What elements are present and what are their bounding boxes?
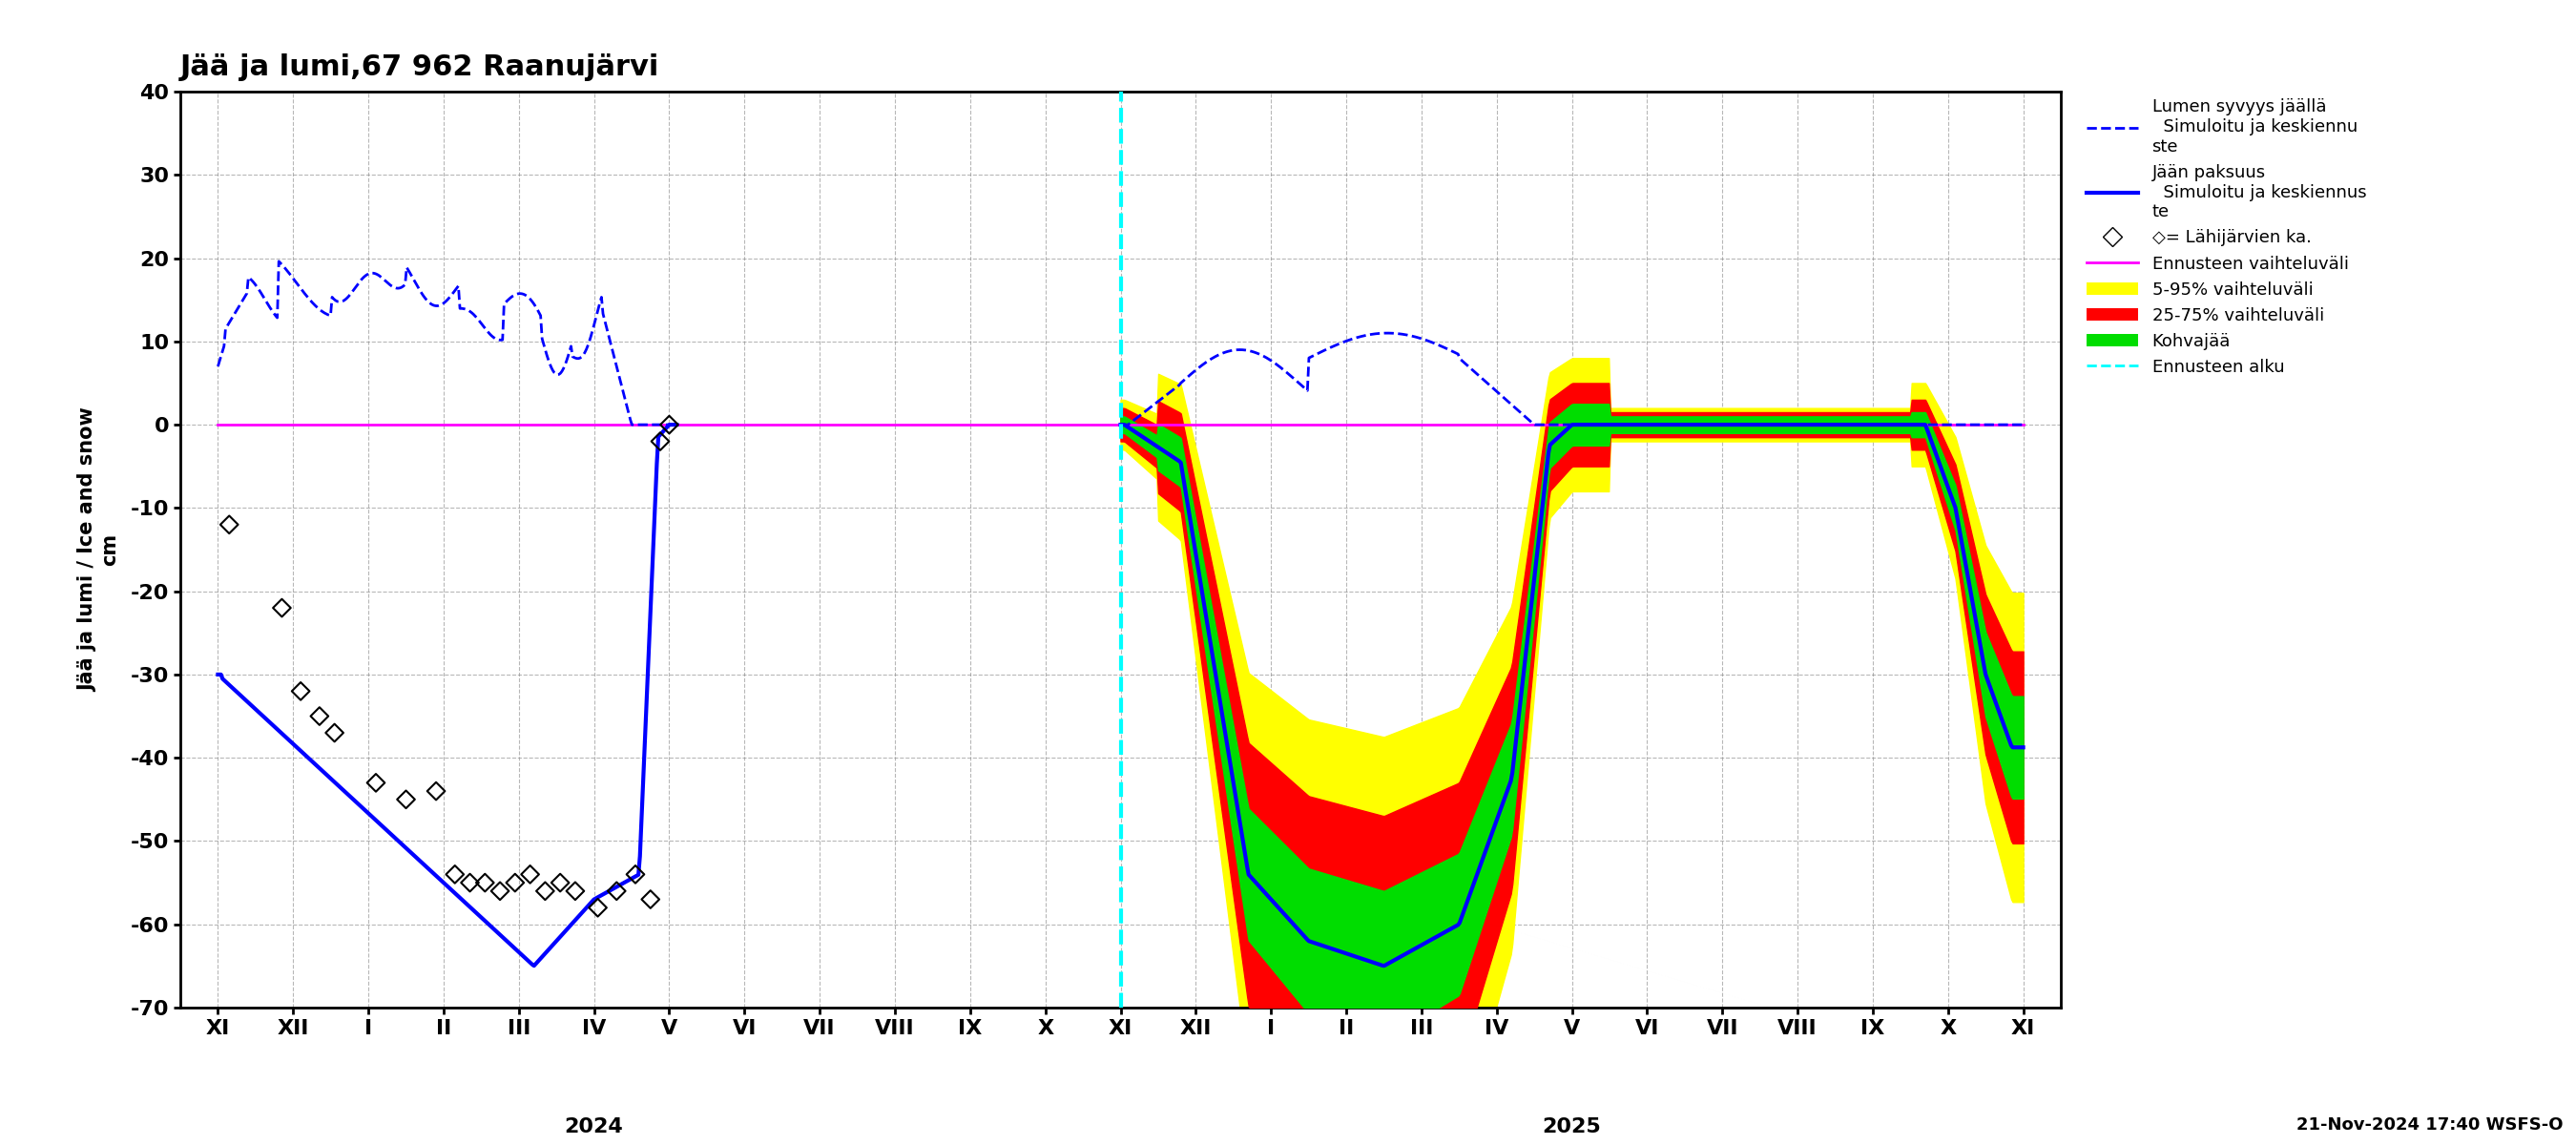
Point xyxy=(577,899,618,917)
Point xyxy=(616,866,657,884)
Point xyxy=(464,874,505,892)
Point xyxy=(314,724,355,742)
Text: 2025: 2025 xyxy=(1543,1118,1602,1137)
Text: Jää ja lumi,67 962 Raanujärvi: Jää ja lumi,67 962 Raanujärvi xyxy=(180,54,659,81)
Point xyxy=(448,874,489,892)
Text: 21-Nov-2024 17:40 WSFS-O: 21-Nov-2024 17:40 WSFS-O xyxy=(2295,1116,2563,1134)
Point xyxy=(386,790,428,808)
Y-axis label: Jää ja lumi / Ice and snow
cm: Jää ja lumi / Ice and snow cm xyxy=(80,408,121,692)
Point xyxy=(209,515,250,534)
Point xyxy=(281,682,322,701)
Legend: Lumen syvyys jäällä
  Simuloitu ja keskiennu
ste, Jään paksuus
  Simuloitu ja ke: Lumen syvyys jäällä Simuloitu ja keskien… xyxy=(2079,92,2372,382)
Point xyxy=(299,706,340,725)
Point xyxy=(415,782,456,800)
Point xyxy=(479,882,520,900)
Point xyxy=(538,874,580,892)
Point xyxy=(526,882,567,900)
Point xyxy=(435,866,477,884)
Point xyxy=(495,874,536,892)
Point xyxy=(595,882,636,900)
Point xyxy=(649,416,690,434)
Point xyxy=(639,432,680,450)
Point xyxy=(629,890,670,908)
Point xyxy=(355,774,397,792)
Text: 2024: 2024 xyxy=(564,1118,623,1137)
Point xyxy=(554,882,595,900)
Point xyxy=(260,599,301,617)
Point xyxy=(510,866,551,884)
